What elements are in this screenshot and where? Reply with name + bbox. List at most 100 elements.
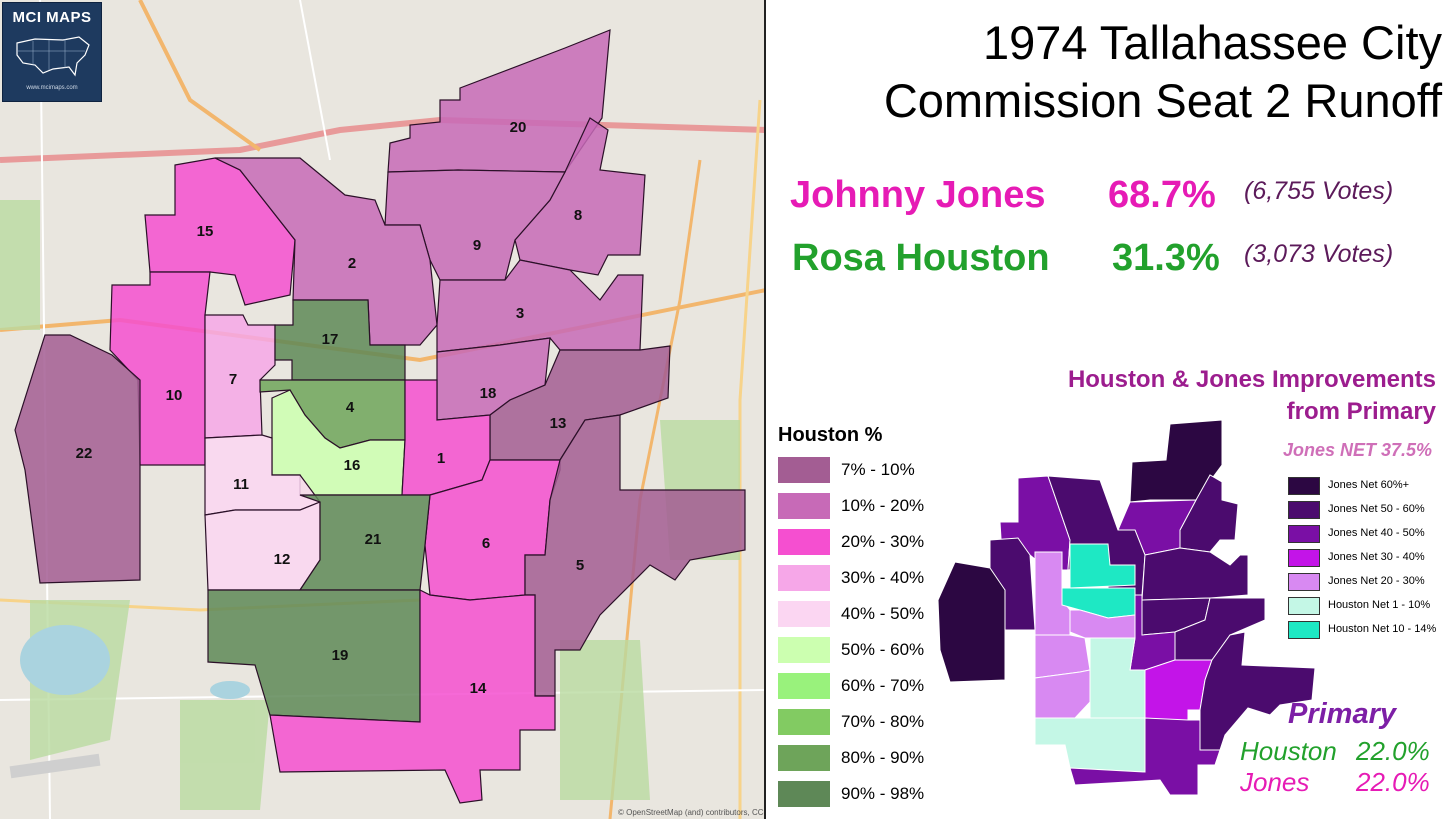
improvements-title-line-2: from Primary [1286, 398, 1436, 425]
district-20 [387, 29, 611, 173]
inset-district-17 [1069, 543, 1136, 589]
district-label-15: 15 [197, 223, 214, 240]
district-label-19: 19 [332, 647, 349, 664]
district-label-21: 21 [365, 531, 382, 548]
title-line-1: 1974 Tallahassee City [983, 16, 1442, 69]
legend-swatch [778, 637, 830, 663]
legend-label: 40% - 50% [841, 604, 925, 623]
candidate-pct-houston: 31.3% [1112, 237, 1220, 279]
legend-label: 50% - 60% [841, 640, 925, 659]
legend-label: 20% - 30% [841, 532, 925, 551]
legend-label: 80% - 90% [841, 748, 925, 767]
district-12 [204, 501, 321, 591]
candidate-name-houston: Rosa Houston [792, 237, 1050, 279]
district-label-7: 7 [229, 371, 237, 388]
legend-swatch [1288, 525, 1320, 543]
candidate-name-jones: Johnny Jones [790, 174, 1046, 216]
page-title: 1974 Tallahassee City Commission Seat 2 … [772, 14, 1442, 130]
district-label-14: 14 [470, 680, 487, 697]
district-14 [269, 589, 556, 804]
district-label-3: 3 [516, 305, 524, 322]
district-label-10: 10 [166, 387, 183, 404]
district-label-11: 11 [233, 476, 249, 493]
inset-district-3 [1141, 547, 1249, 601]
legend-label: Jones Net 20 - 30% [1328, 575, 1425, 587]
inset-district-22 [937, 561, 1006, 683]
inset-district-19 [1034, 717, 1146, 773]
primary-houston-pct: 22.0% [1356, 736, 1430, 766]
district-label-2: 2 [348, 255, 356, 272]
legend-swatch [778, 709, 830, 735]
legend-label: 60% - 70% [841, 676, 925, 695]
district-7 [204, 314, 276, 439]
improvement-inset-map [937, 420, 1316, 796]
lake-munson [210, 681, 250, 699]
legend-swatch [778, 745, 830, 771]
primary-houston-name: Houston [1240, 736, 1337, 766]
district-label-8: 8 [574, 207, 582, 224]
legend-label: Jones Net 40 - 50% [1328, 527, 1425, 539]
district-label-6: 6 [482, 535, 490, 552]
improvements-title-line-1: Houston & Jones Improvements [1067, 366, 1436, 393]
legend-label: Jones Net 30 - 40% [1328, 551, 1425, 563]
road-i10 [0, 116, 764, 163]
legend-label: Houston Net 10 - 14% [1328, 623, 1437, 635]
legend-label: 30% - 40% [841, 568, 925, 587]
legend-label: 90% - 98% [841, 784, 925, 803]
district-label-5: 5 [576, 557, 584, 574]
legend-swatch [1288, 621, 1320, 639]
district-label-12: 12 [274, 551, 291, 568]
legend-swatch [1288, 501, 1320, 519]
district-5 [524, 414, 746, 697]
legend-label: Jones Net 50 - 60% [1328, 503, 1425, 515]
legend-swatch [778, 781, 830, 807]
legend-swatch [778, 457, 830, 483]
jones-net-total: Jones NET 37.5% [1282, 440, 1432, 460]
candidate-votes-houston: (3,073 Votes) [1244, 240, 1394, 268]
lake-bradford [20, 625, 110, 695]
park-5 [180, 700, 270, 810]
legend-swatch [1288, 597, 1320, 615]
map-canvas: 20 8 9 15 2 3 10 22 7 17 4 18 13 16 1 11… [0, 0, 764, 819]
logo-text: MCI MAPS [12, 9, 92, 26]
primary-title: Primary [1287, 698, 1396, 730]
precinct-map[interactable]: 20 8 9 15 2 3 10 22 7 17 4 18 13 16 1 11… [0, 0, 766, 819]
district-label-18: 18 [480, 385, 497, 402]
inset-district-20 [1129, 420, 1223, 503]
primary-jones-name: Jones [1240, 767, 1310, 797]
inset-district-14 [1069, 717, 1221, 796]
inset-district-21 [1089, 637, 1146, 721]
park-1 [0, 200, 40, 330]
road-capital-circle [738, 99, 762, 819]
legend-label: 70% - 80% [841, 712, 925, 731]
logo-url: www.mcimaps.com [26, 85, 78, 91]
legend-swatch [778, 493, 830, 519]
districts [14, 29, 746, 804]
map-attribution: © OpenStreetMap (and) contributors, CC-B… [618, 808, 766, 817]
legend-label: 7% - 10% [841, 460, 915, 479]
usa-outline-icon [16, 36, 90, 77]
legend-label: 10% - 20% [841, 496, 925, 515]
district-label-17: 17 [322, 331, 339, 348]
district-label-9: 9 [473, 237, 481, 254]
road-local-3 [299, 0, 331, 161]
district-22 [14, 334, 141, 584]
legend-label: Houston Net 1 - 10% [1328, 599, 1431, 611]
mci-maps-logo: MCI MAPS www.mcimaps.com [2, 2, 102, 102]
park-3 [560, 640, 650, 800]
legend-label: Jones Net 60%+ [1328, 479, 1410, 491]
legend-swatch [778, 601, 830, 627]
candidate-votes-jones: (6,755 Votes) [1244, 177, 1394, 205]
primary-jones-pct: 22.0% [1356, 767, 1430, 797]
legend-swatch [778, 565, 830, 591]
title-line-2: Commission Seat 2 Runoff [883, 74, 1442, 127]
improvements-title: Houston & Jones Improvements from Primar… [950, 364, 1436, 428]
district-label-16: 16 [344, 457, 361, 474]
candidate-pct-jones: 68.7% [1108, 174, 1216, 216]
airport-runway [9, 753, 101, 779]
legend-swatch [778, 529, 830, 555]
district-label-20: 20 [510, 119, 527, 136]
inset-district-12 [1034, 669, 1091, 719]
district-label-4: 4 [346, 399, 355, 416]
legend-swatch [1288, 477, 1320, 495]
